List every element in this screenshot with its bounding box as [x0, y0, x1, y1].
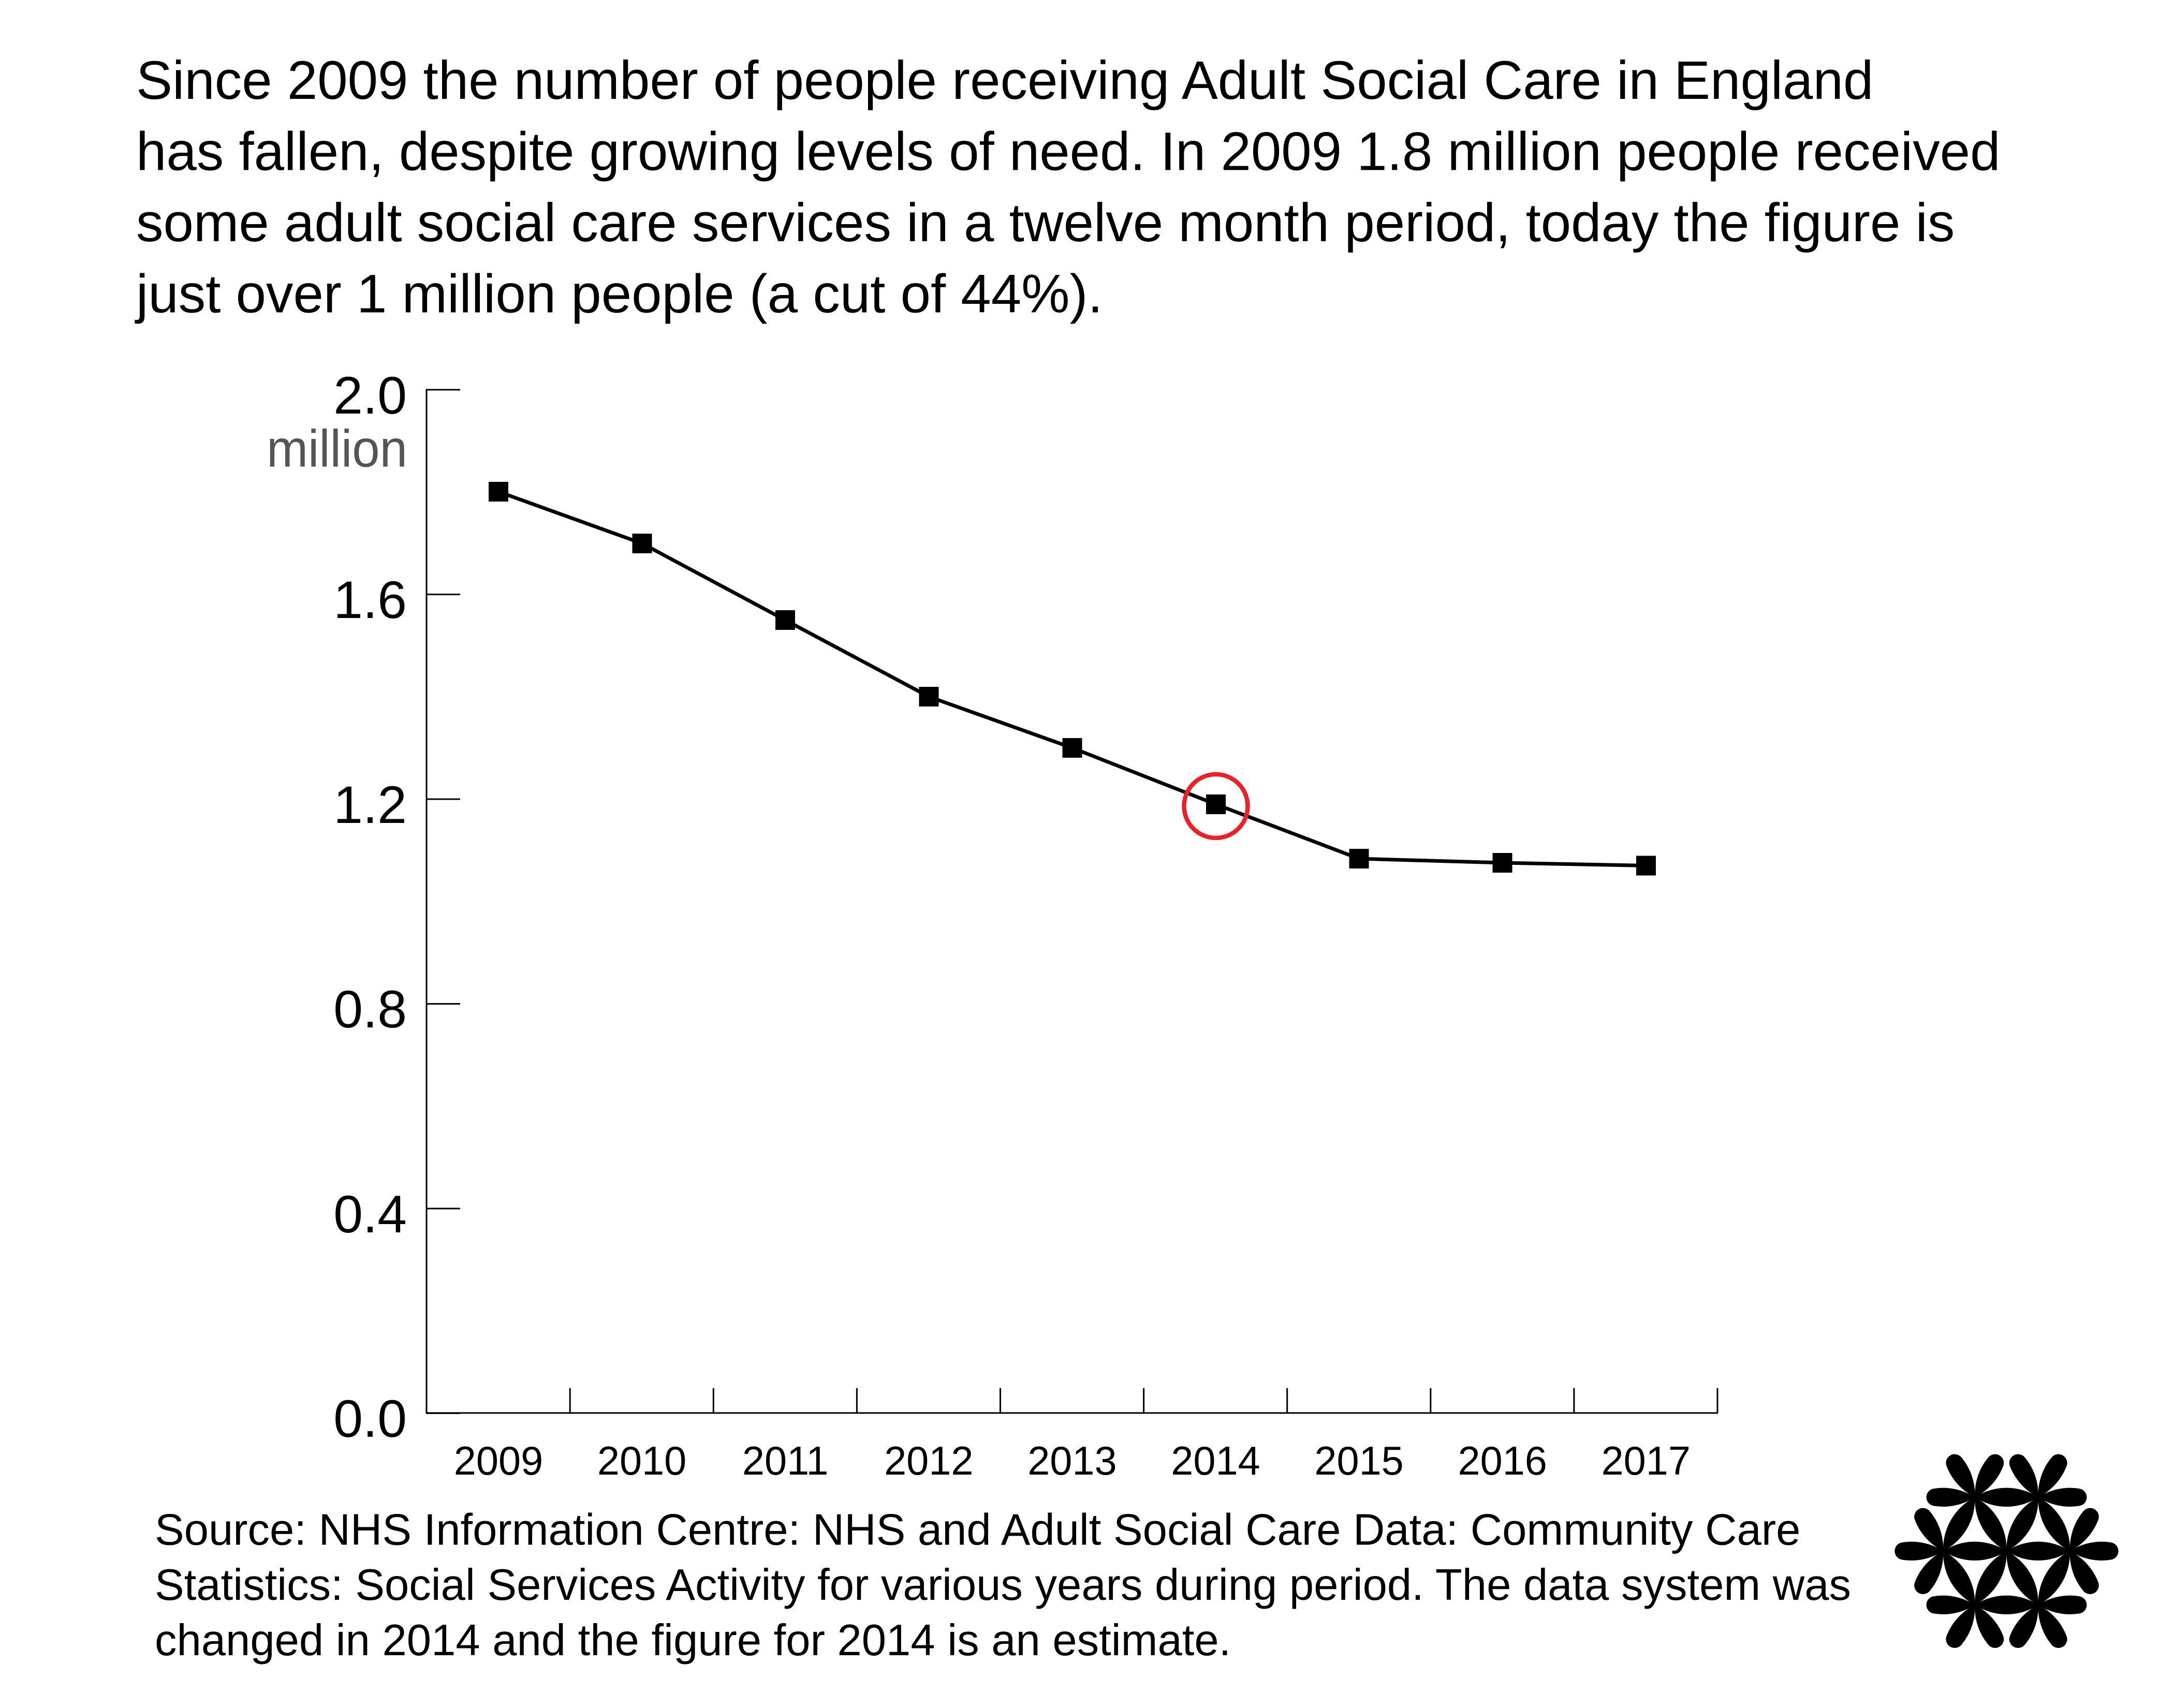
svg-text:2009: 2009	[454, 1439, 543, 1483]
svg-text:just over 1 million people (a: just over 1 million people (a cut of 44%…	[135, 264, 1103, 325]
svg-text:some adult social care service: some adult social care services in a twe…	[136, 193, 1955, 253]
svg-text:Since 2009 the number of peopl: Since 2009 the number of people receivin…	[136, 50, 1873, 111]
svg-text:Source: NHS Information Centre: Source: NHS Information Centre: NHS and …	[155, 1506, 1800, 1555]
svg-text:2012: 2012	[884, 1439, 973, 1483]
svg-text:has fallen, despite growing le: has fallen, despite growing levels of ne…	[136, 122, 2000, 182]
svg-text:million: million	[267, 419, 407, 478]
svg-text:0.0: 0.0	[333, 1389, 407, 1448]
svg-text:changed in 2014 and the figure: changed in 2014 and the figure for 2014 …	[155, 1616, 1231, 1665]
svg-text:0.8: 0.8	[333, 980, 407, 1039]
svg-text:2016: 2016	[1458, 1439, 1547, 1483]
svg-text:2015: 2015	[1314, 1439, 1403, 1483]
svg-text:2010: 2010	[597, 1439, 686, 1483]
svg-text:2011: 2011	[742, 1439, 829, 1483]
svg-text:2.0: 2.0	[333, 366, 407, 425]
svg-text:1.2: 1.2	[333, 775, 407, 834]
svg-text:2017: 2017	[1602, 1439, 1691, 1483]
svg-text:1.6: 1.6	[333, 570, 407, 629]
svg-text:Statistics: Social Services Ac: Statistics: Social Services Activity for…	[155, 1560, 1851, 1610]
svg-text:0.4: 0.4	[333, 1185, 407, 1244]
svg-text:2014: 2014	[1171, 1439, 1260, 1483]
svg-text:2013: 2013	[1027, 1439, 1117, 1483]
